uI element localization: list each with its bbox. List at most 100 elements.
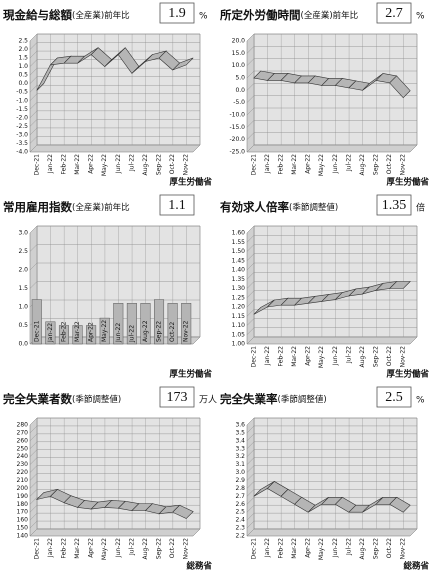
y-tick-label: 230 [17,461,29,468]
y-tick-label: 170 [17,509,29,516]
value-box [376,386,412,408]
y-tick-label: -10.0 [229,112,245,119]
subtitle-text: (季節調整値) [289,202,338,213]
y-tick-label: 210 [17,477,29,484]
grid-line [29,136,200,144]
x-tick-label: Apr-22 [88,538,95,558]
chart-title: 有効求人倍率(季節調整値) [220,200,338,214]
y-tick-label: 3.6 [235,422,245,429]
x-tick-label: Nov-22 [183,320,190,342]
grid-line [246,417,417,426]
value-text: 1.1 [168,198,186,213]
x-tick-label: Dec-21 [250,538,257,560]
x-tick-label: Aug-22 [359,154,366,176]
x-tick-label: Sep-22 [373,346,380,367]
y-tick-label: -1.5 [16,106,28,113]
bar [86,325,97,345]
x-tick-label: Aug-22 [142,320,149,342]
title-text: 現金給与総額 [3,8,72,22]
value-box [159,2,195,24]
grid-line [246,309,417,317]
y-tick-label: -20.0 [229,136,245,143]
y-tick-label: 280 [17,422,29,429]
floor [246,336,418,345]
x-tick-label: Jun-22 [115,538,122,558]
y-tick-label: 200 [17,485,29,492]
bar [31,299,42,345]
x-tick-label: Jan-22 [47,154,54,174]
x-tick-label: Dec-21 [33,538,40,560]
x-tick-label: Aug-22 [359,346,366,368]
x-tick-label: Jul-22 [128,154,135,172]
unit-text: % [199,12,208,22]
grid-line [246,465,417,473]
title-text: 完全失業率 [220,392,278,406]
y-tick-label: 260 [17,437,29,444]
grid-line [29,110,200,118]
y-tick-label: 1.50 [232,248,246,255]
x-tick-label: Jan-22 [264,538,271,558]
bar [113,303,124,345]
grid-line [29,42,200,50]
title-text: 所定外労働時間 [220,8,301,22]
x-tick-label: Sep-22 [373,154,380,175]
x-tick-label: Feb-22 [277,154,284,175]
x-tick-label: Nov-22 [183,154,190,176]
grid-line [29,59,200,67]
grid-line [29,225,200,234]
x-tick-label: Jun-22 [332,538,339,558]
y-tick-label: -25.0 [229,149,245,156]
y-tick-label: 180 [17,501,29,508]
x-tick-label: Sep-22 [156,538,163,559]
grid-line [29,244,200,252]
y-tick-label: 2.0 [18,267,28,274]
y-tick-label: 1.05 [232,331,246,338]
x-tick-label: Feb-22 [60,538,67,559]
y-tick-label: 1.40 [232,267,246,274]
x-tick-label: Apr-22 [88,154,95,174]
x-tick-label: Jun-22 [332,346,339,366]
x-tick-label: Jun-22 [115,154,122,174]
x-tick-label: Apr-22 [305,154,312,174]
value-box [376,194,412,216]
side-wall [246,33,255,153]
y-tick-label: -2.0 [16,114,28,121]
unit-text: 倍 [416,202,425,214]
grid-line [29,102,200,110]
y-tick-label: 2.5 [235,509,245,516]
x-tick-label: Apr-22 [305,346,312,366]
y-tick-label: 10.0 [232,62,246,69]
y-tick-label: 15.0 [232,50,246,57]
x-tick-label: Jun-22 [115,323,122,343]
grid-line [246,327,417,335]
x-tick-label: May-22 [318,346,325,368]
x-tick-label: Feb-22 [277,538,284,559]
chart-title: 現金給与総額(全産業)前年比 [3,8,130,22]
source-note: 厚生労働省 [386,177,429,188]
y-tick-label: 0.5 [18,72,28,79]
x-tick-label: Oct-22 [386,538,393,558]
grid-line [29,425,200,434]
grid-line [246,473,417,481]
ribbon-segment [172,504,194,519]
y-tick-label: 20.0 [232,38,246,45]
grid-line [246,457,417,465]
y-tick-label: 2.3 [235,525,245,532]
x-tick-label: Dec-21 [33,320,40,342]
value-text: 1.9 [168,6,186,21]
grid-line [29,441,200,449]
source-note: 厚生労働省 [169,177,212,188]
subtitle-text: (季節調整値) [72,394,121,405]
unit-text: 万人 [199,395,217,406]
floor [29,528,201,537]
x-tick-label: May-22 [101,320,108,342]
x-tick-label: Apr-22 [88,322,95,342]
grid-line [29,520,200,529]
x-tick-label: Jul-22 [345,538,352,556]
y-tick-label: 160 [17,517,29,524]
grid-line [246,449,417,457]
ribbon-segment [389,496,411,513]
x-tick-label: Jul-22 [345,154,352,172]
x-tick-label: Dec-21 [250,346,257,368]
y-tick-label: 1.15 [232,313,246,320]
